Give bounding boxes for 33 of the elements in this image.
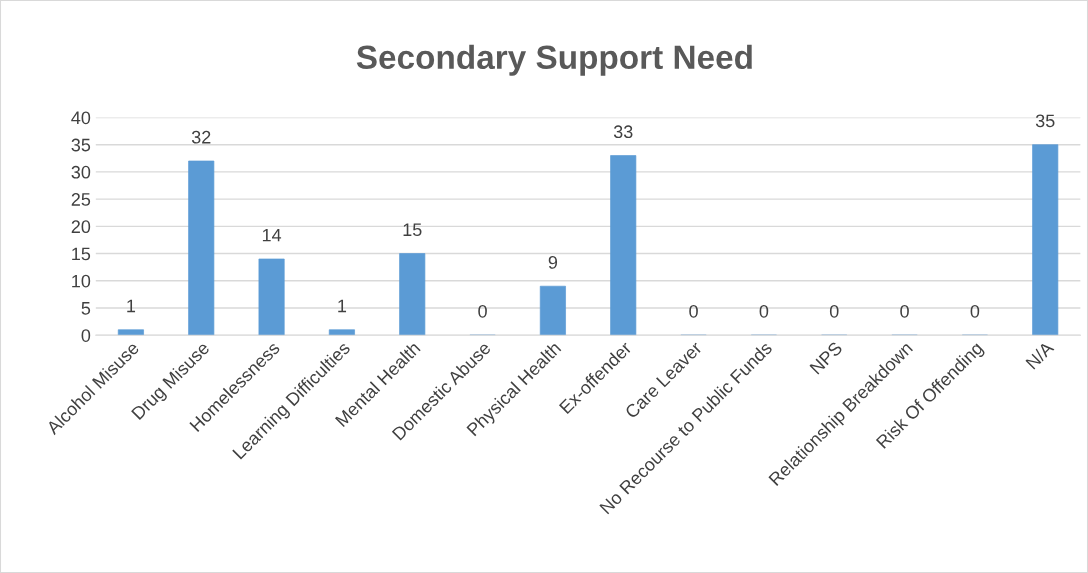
y-tick-label: 0 (81, 329, 91, 342)
bar (399, 253, 426, 336)
data-label: 9 (548, 255, 558, 269)
data-label: 35 (1035, 114, 1055, 128)
data-label: 1 (127, 299, 136, 313)
bar (1032, 144, 1059, 336)
data-label: 14 (262, 228, 282, 242)
data-label: 0 (900, 304, 909, 318)
y-tick-label: 5 (81, 302, 91, 315)
bar (188, 160, 215, 336)
data-label: 0 (478, 304, 487, 318)
y-tick-label: 40 (71, 111, 91, 125)
data-label: 1 (338, 299, 347, 313)
chart-title: Secondary Support Need (356, 44, 752, 76)
bar (117, 329, 144, 336)
bar (539, 285, 566, 336)
data-label: 32 (191, 130, 211, 144)
y-tick-label: 10 (72, 274, 91, 288)
bar (610, 155, 637, 336)
bar (328, 329, 355, 336)
data-label: 33 (613, 125, 633, 139)
data-label: 0 (689, 304, 698, 318)
y-tick-label: 25 (71, 193, 91, 206)
y-tick-label: 35 (71, 138, 91, 152)
y-tick-label: 15 (72, 247, 91, 261)
y-tick-label: 20 (71, 220, 91, 234)
y-tick-label: 30 (71, 165, 91, 179)
data-label: 0 (829, 304, 839, 318)
data-label: 0 (759, 304, 769, 318)
data-label: 0 (970, 304, 980, 318)
bar (258, 258, 285, 336)
data-label: 15 (403, 223, 422, 237)
x-tick-label: N/A (1024, 340, 1055, 370)
